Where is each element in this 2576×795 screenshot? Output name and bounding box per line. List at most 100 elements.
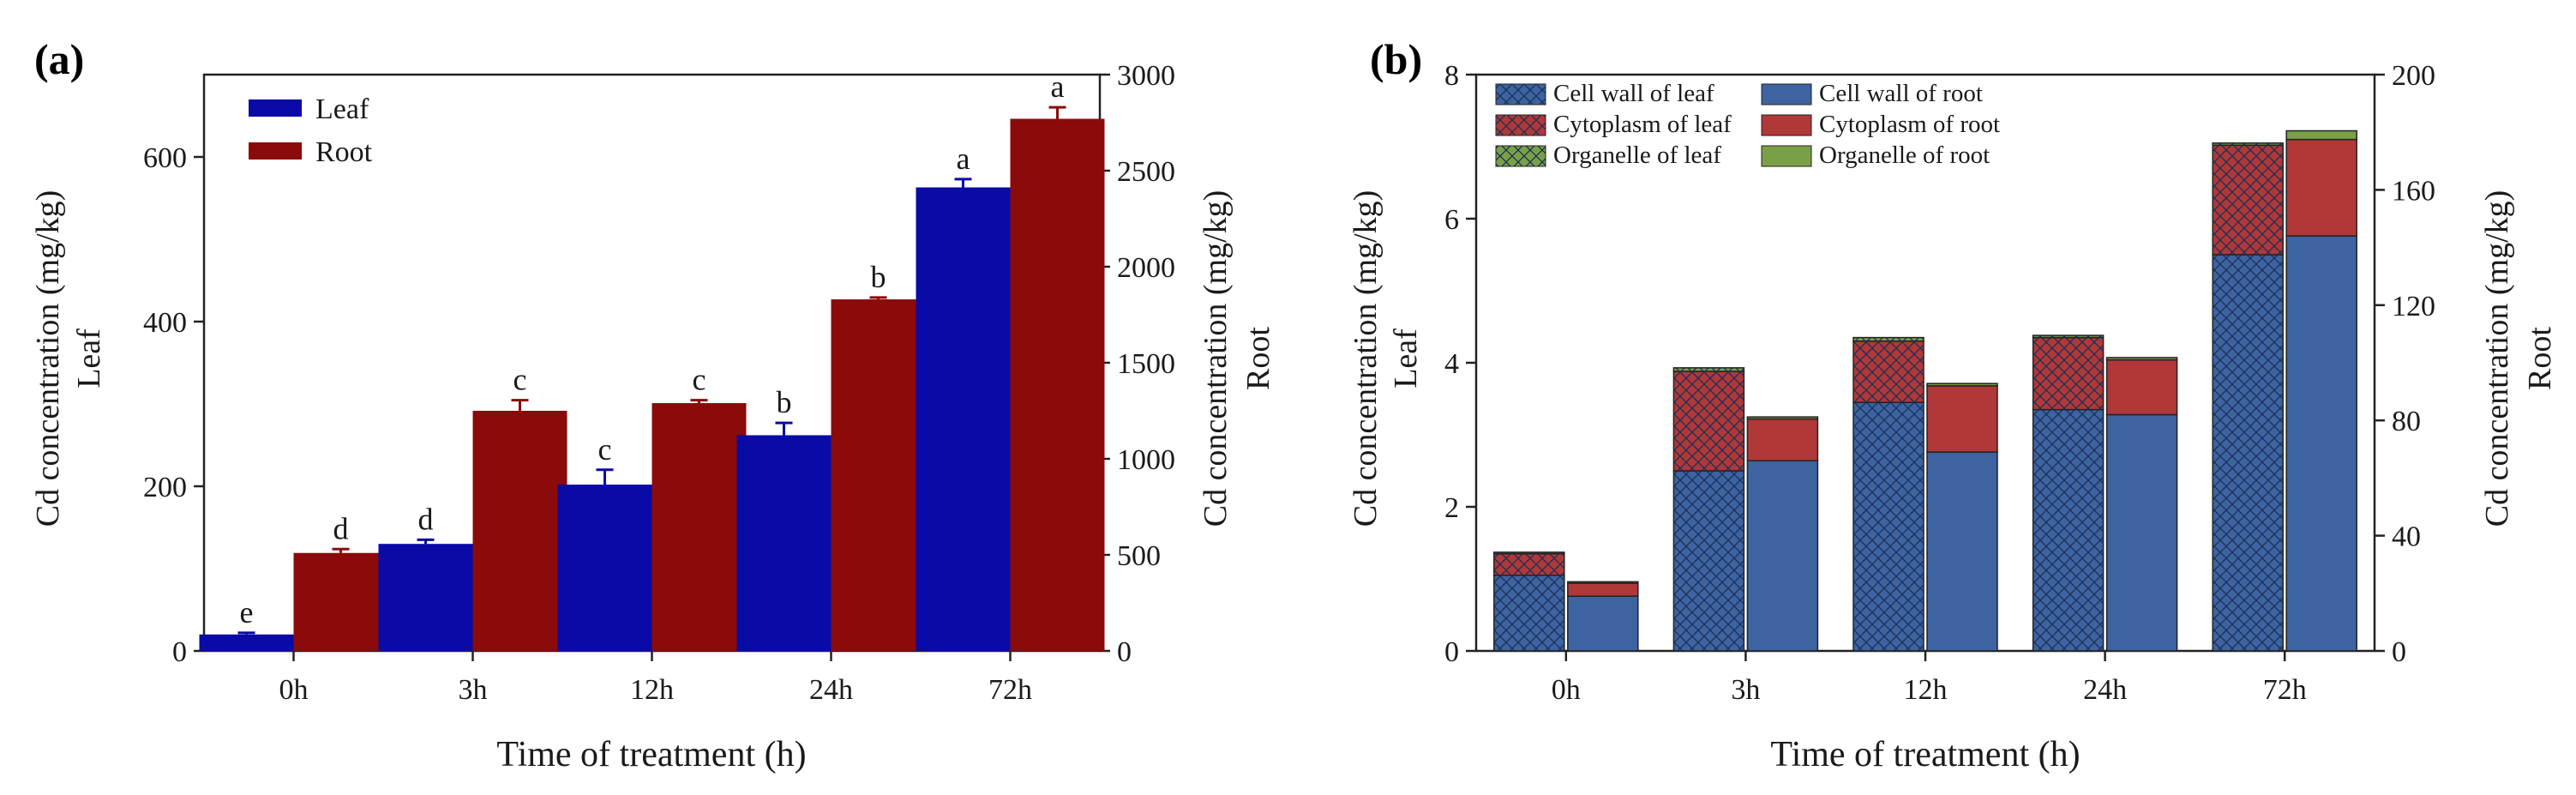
chart-a-x-tick-label-0: 0h bbox=[279, 674, 309, 706]
bar-b-wall-root-12h bbox=[1926, 451, 1998, 652]
sig-letter-a-leaf-12h: c bbox=[598, 432, 612, 467]
bar-a-root-3h bbox=[472, 411, 567, 651]
chart-a-right-tick-label-2: 1000 bbox=[1117, 444, 1175, 476]
chart-b-x-tick-label-2: 12h bbox=[1904, 674, 1948, 706]
bar-a-leaf-3h bbox=[378, 544, 473, 651]
legend-b-cytoplasm-root-label: Cytoplasm of root bbox=[1819, 111, 2000, 138]
bar-b-organelle-leaf-24h-hatch bbox=[2033, 335, 2104, 338]
bar-b-cyto-leaf-3h-hatch bbox=[1673, 371, 1744, 471]
bar-b-wall-leaf-24h-hatch bbox=[2033, 409, 2104, 651]
chart-b-right-tick-label-5: 200 bbox=[2392, 60, 2435, 92]
chart-b-x-tick-label-1: 3h bbox=[1731, 674, 1760, 706]
bar-b-organelle-root-12h bbox=[1926, 382, 1998, 387]
bar-b-organelle-root-0h bbox=[1567, 581, 1639, 584]
legend-a-leaf-label: Leaf bbox=[315, 93, 369, 125]
chart-a-right-tick-label-3: 1500 bbox=[1117, 348, 1175, 380]
bar-b-wall-root-0h bbox=[1567, 595, 1639, 652]
panel-a-label: (a) bbox=[34, 35, 85, 83]
legend-b-cell-wall-root-swatch bbox=[1761, 83, 1812, 105]
legend-b-cell-wall-root-label: Cell wall of root bbox=[1819, 80, 1983, 107]
bar-b-cyto-leaf-72h-hatch bbox=[2213, 145, 2284, 255]
sig-letter-a-root-72h: a bbox=[1051, 69, 1065, 104]
sig-letter-a-root-0h: d bbox=[333, 511, 349, 545]
bar-a-root-12h bbox=[652, 403, 747, 651]
bar-b-cyto-root-0h bbox=[1567, 582, 1639, 597]
bar-b-wall-root-72h bbox=[2285, 235, 2357, 652]
chart-b-y-left-label: Cd concentration (mg/kg) bbox=[1348, 190, 1384, 527]
chart-a-x-tick-label-2: 12h bbox=[630, 674, 674, 706]
legend-a-root-swatch bbox=[249, 142, 302, 160]
chart-b-left-tick-label-3: 6 bbox=[1444, 204, 1459, 236]
legend-b-cell-wall-leaf-hatch bbox=[1496, 84, 1546, 105]
bar-b-organelle-leaf-12h-hatch bbox=[1853, 337, 1924, 341]
legend-b-cytoplasm-leaf-label: Cytoplasm of leaf bbox=[1553, 111, 1732, 138]
panel-b-label: (b) bbox=[1370, 35, 1423, 83]
chart-b-left-tick-label-4: 8 bbox=[1444, 60, 1459, 92]
chart-b-y-left-sublabel: Leaf bbox=[1388, 328, 1424, 388]
chart-a-x-axis-label: Time of treatment (h) bbox=[496, 735, 806, 774]
legend-b-organelle-root-label: Organelle of root bbox=[1819, 142, 1990, 169]
chart-a-left-tick-label-1: 200 bbox=[143, 472, 187, 503]
sig-letter-a-leaf-0h: e bbox=[240, 595, 254, 629]
chart-b-x-tick-label-0: 0h bbox=[1552, 674, 1581, 706]
bar-a-root-0h bbox=[293, 552, 388, 651]
bar-b-organelle-leaf-3h-hatch bbox=[1673, 367, 1744, 372]
chart-b-left-tick-label-1: 2 bbox=[1444, 492, 1459, 524]
chart-a-right-tick-label-0: 0 bbox=[1117, 636, 1132, 668]
bar-a-root-72h bbox=[1010, 118, 1105, 651]
bar-b-wall-root-3h bbox=[1746, 460, 1819, 652]
chart-b-left-tick-label-0: 0 bbox=[1444, 636, 1459, 668]
chart-a-x-tick-label-4: 72h bbox=[988, 674, 1032, 706]
chart-a: 0 200 400 600 0 500 1000 1500 2000 2500 3000 0h e d 3h… bbox=[30, 60, 1276, 774]
sig-letter-a-root-24h: b bbox=[871, 260, 886, 294]
chart-a-right-tick-label-6: 3000 bbox=[1117, 60, 1175, 92]
sig-letter-a-leaf-24h: b bbox=[777, 385, 792, 419]
chart-a-right-tick-label-5: 2500 bbox=[1117, 156, 1175, 188]
legend-a-leaf-swatch bbox=[249, 99, 302, 117]
bar-b-organelle-root-72h bbox=[2285, 129, 2357, 141]
chart-b-right-tick-label-2: 80 bbox=[2392, 406, 2421, 437]
chart-b-right-tick-label-4: 160 bbox=[2392, 175, 2435, 207]
bar-b-cyto-leaf-24h-hatch bbox=[2033, 337, 2104, 410]
bar-b-wall-leaf-72h-hatch bbox=[2213, 255, 2284, 651]
legend-b-cytoplasm-leaf-hatch bbox=[1496, 115, 1546, 136]
chart-a-y-right-sublabel: Root bbox=[1240, 327, 1276, 390]
bar-b-wall-root-24h bbox=[2105, 413, 2178, 652]
chart-b-x-axis-label: Time of treatment (h) bbox=[1770, 735, 2080, 774]
bar-a-leaf-24h bbox=[736, 435, 832, 651]
bar-b-cyto-root-3h bbox=[1746, 418, 1819, 461]
chart-b-right-tick-label-0: 0 bbox=[2392, 636, 2406, 668]
bar-a-leaf-72h bbox=[916, 187, 1011, 651]
chart-a-left-tick-label-3: 600 bbox=[143, 142, 187, 174]
chart-a-y-left-label: Cd concentration (mg/kg) bbox=[30, 190, 66, 527]
bar-a-leaf-12h bbox=[557, 485, 652, 651]
legend-b-organelle-root-swatch bbox=[1761, 145, 1812, 167]
bar-b-wall-leaf-12h-hatch bbox=[1853, 402, 1924, 651]
sig-letter-a-root-3h: c bbox=[513, 363, 527, 397]
chart-a-y-right-label: Cd concentration (mg/kg) bbox=[1198, 190, 1234, 527]
sig-letter-a-leaf-72h: a bbox=[957, 142, 970, 176]
chart-b-y-right-sublabel: Root bbox=[2522, 327, 2558, 390]
bar-b-wall-leaf-0h-hatch bbox=[1493, 575, 1564, 651]
bar-b-cyto-root-24h bbox=[2105, 358, 2178, 416]
chart-b-x-tick-label-4: 72h bbox=[2263, 674, 2307, 706]
legend-b-organelle-leaf-label: Organelle of leaf bbox=[1553, 142, 1721, 169]
bar-b-organelle-root-24h bbox=[2105, 357, 2178, 361]
sig-letter-a-root-12h: c bbox=[693, 363, 706, 397]
legend-a-root-label: Root bbox=[315, 136, 373, 168]
chart-a-x-tick-label-1: 3h bbox=[459, 674, 488, 706]
chart-b-y-right-label: Cd concentration (mg/kg) bbox=[2479, 190, 2515, 527]
bar-b-wall-leaf-3h-hatch bbox=[1673, 471, 1744, 651]
bar-b-organelle-leaf-72h-hatch bbox=[2213, 142, 2284, 146]
chart-b-right-tick-label-1: 40 bbox=[2392, 521, 2421, 553]
chart-b-left-tick-label-2: 4 bbox=[1444, 348, 1459, 380]
legend-b-cell-wall-leaf-label: Cell wall of leaf bbox=[1553, 80, 1714, 107]
legend-b-organelle-leaf-hatch bbox=[1496, 146, 1546, 166]
bar-b-organelle-root-3h bbox=[1746, 416, 1819, 420]
bar-a-root-24h bbox=[831, 299, 926, 651]
bar-b-cyto-leaf-12h-hatch bbox=[1853, 340, 1924, 403]
bar-b-cyto-root-12h bbox=[1926, 385, 1998, 453]
chart-b-right-tick-label-3: 120 bbox=[2392, 291, 2435, 322]
